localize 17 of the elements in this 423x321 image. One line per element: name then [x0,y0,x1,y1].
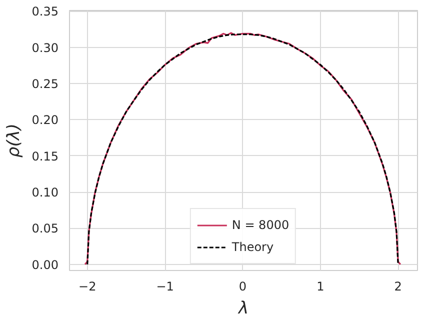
y-tick-label: 0.35 [32,4,58,19]
legend-label: N = 8000 [232,218,290,232]
y-tick-label: 0.20 [32,113,58,128]
y-tick-label: 0.25 [32,77,58,92]
x-tick-label: 0 [238,280,247,294]
y-tick-label: 0.10 [32,186,58,200]
y-tick-label: 0.05 [32,222,58,236]
x-axis-title: λ [237,298,249,318]
y-tick-label: 0.30 [32,40,58,55]
legend-label: Theory [232,240,274,254]
y-axis-title: ρ(λ) [4,123,24,158]
x-tick-label: 1 [316,280,324,294]
y-tick-label: 0.00 [32,258,58,272]
x-tick-label: −2 [78,280,96,294]
x-tick-label: 2 [394,280,402,294]
x-tick-label: −1 [156,280,174,294]
y-tick-label: 0.15 [32,149,58,164]
